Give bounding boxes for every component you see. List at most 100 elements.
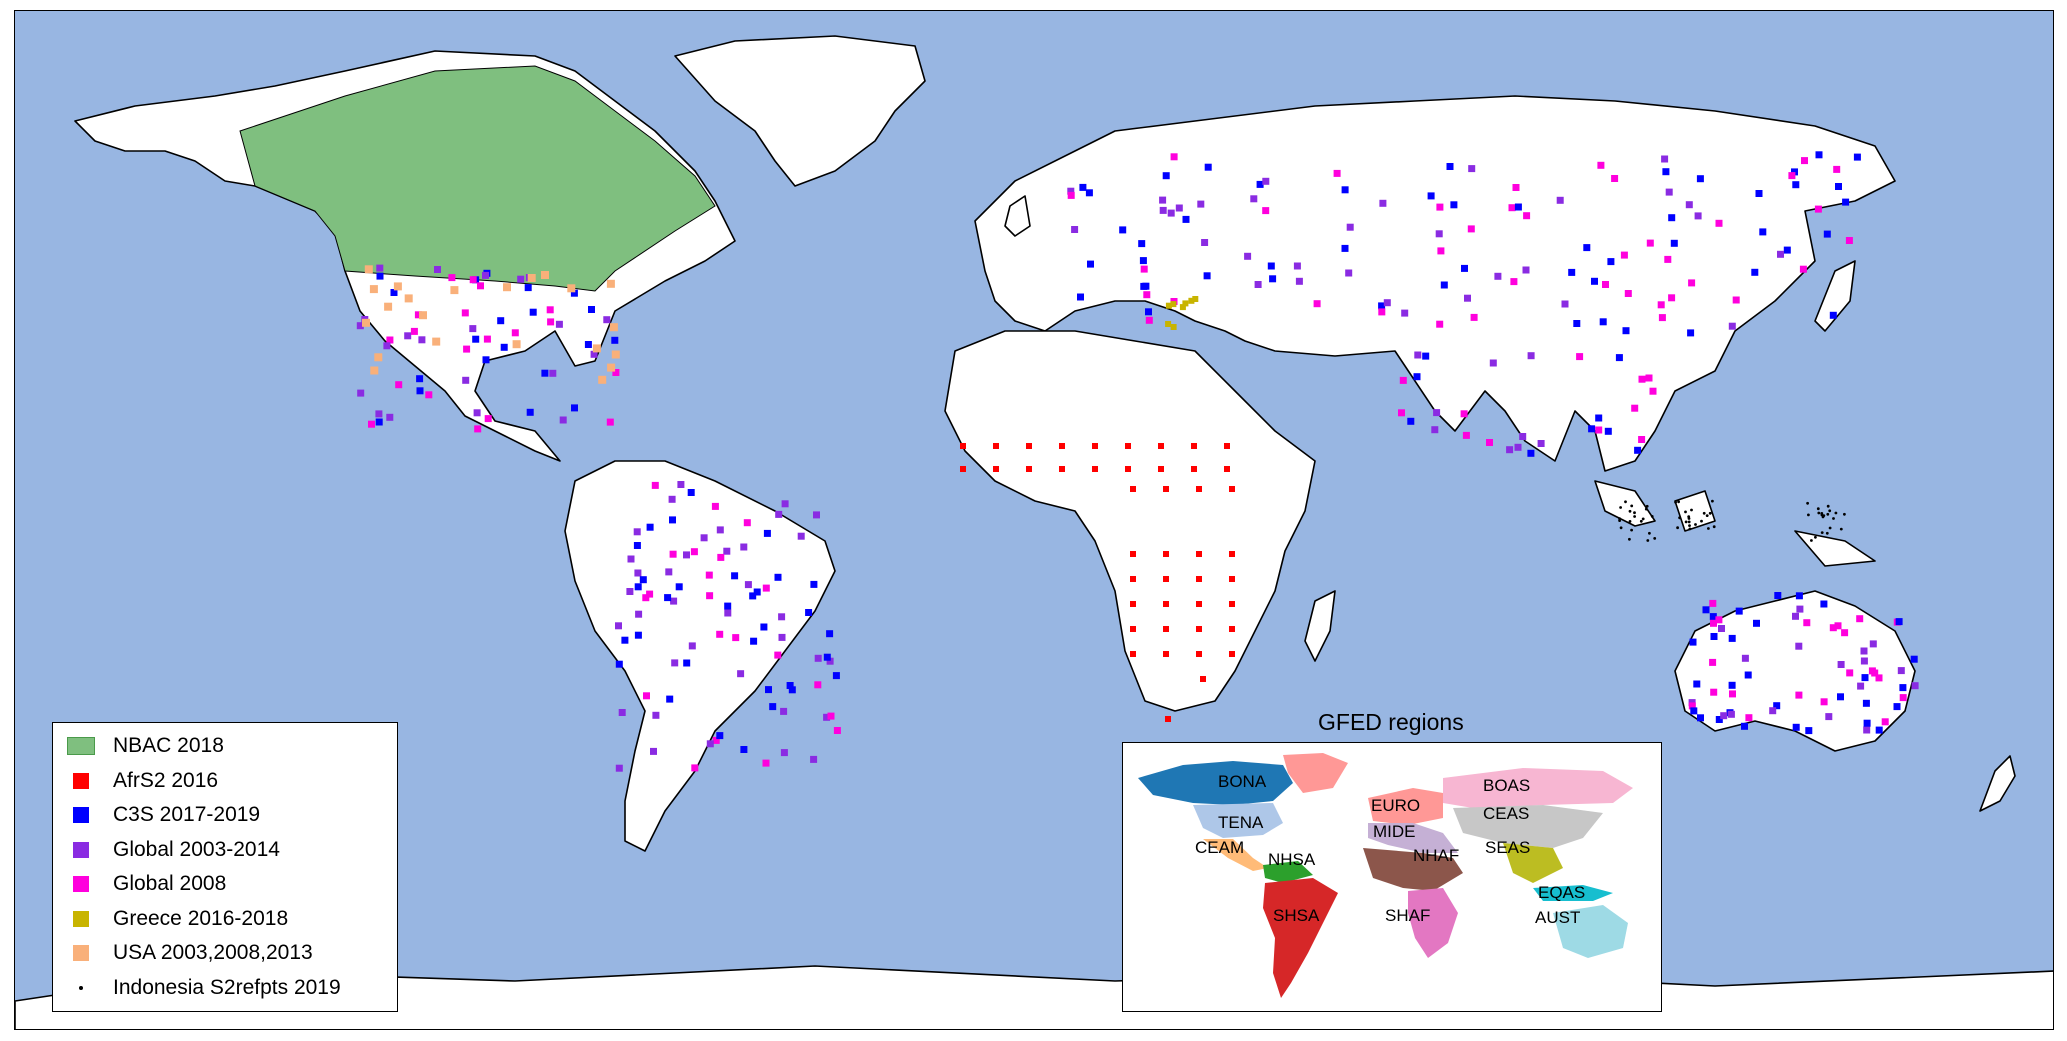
reference-point — [1197, 200, 1205, 208]
afrs2-point — [1196, 651, 1202, 657]
reference-point — [1341, 186, 1349, 194]
reference-point — [664, 594, 672, 602]
reference-point — [1508, 204, 1516, 212]
afrs2-point — [1229, 626, 1235, 632]
reference-point — [1715, 616, 1723, 624]
reference-point — [473, 409, 481, 417]
reference-point — [1519, 433, 1527, 440]
region-tena — [1193, 803, 1283, 838]
reference-point — [1422, 352, 1430, 360]
afrs2-point — [1163, 486, 1169, 492]
reference-point — [570, 289, 578, 297]
reference-point — [1602, 281, 1609, 288]
reference-point — [778, 613, 786, 621]
reference-point — [386, 413, 394, 421]
reference-point — [1467, 225, 1475, 233]
reference-point — [1688, 702, 1696, 710]
region-mide — [1368, 823, 1458, 853]
reference-point — [1595, 414, 1603, 422]
reference-point — [1604, 427, 1612, 435]
reference-point — [1728, 322, 1736, 330]
reference-point — [823, 653, 831, 661]
reference-point — [547, 318, 555, 326]
reference-point — [618, 709, 626, 716]
reference-point — [1665, 188, 1673, 196]
reference-point — [1709, 613, 1717, 621]
reference-point — [517, 275, 525, 283]
reference-point — [1893, 703, 1901, 711]
reference-point — [814, 654, 822, 662]
reference-point — [1378, 302, 1386, 310]
greece-point — [1192, 296, 1199, 302]
reference-point — [612, 369, 620, 376]
reference-point — [749, 592, 757, 600]
reference-point — [810, 580, 818, 588]
reference-point — [1815, 151, 1823, 159]
reference-point — [1728, 681, 1736, 689]
reference-point — [723, 547, 731, 555]
reference-point — [797, 532, 805, 540]
reference-point — [1561, 300, 1569, 308]
reference-point — [666, 695, 674, 703]
reference-point — [765, 686, 772, 694]
afrs2-point — [1191, 443, 1197, 449]
afrs2-point — [993, 443, 999, 449]
reference-point — [1489, 359, 1497, 367]
afrs2-point — [1196, 486, 1202, 492]
usa-point — [609, 323, 618, 332]
reference-point — [414, 311, 422, 319]
reference-point — [1693, 680, 1701, 688]
reference-point — [1833, 165, 1841, 173]
reference-point — [1512, 184, 1520, 191]
reference-point — [1087, 260, 1094, 268]
indonesia — [1594, 480, 1876, 567]
legend-label: Global 2008 — [113, 872, 227, 896]
label-eqas: EQAS — [1538, 883, 1585, 902]
reference-point — [1857, 682, 1865, 690]
indonesia-point — [1694, 523, 1697, 526]
region-shsa — [1263, 878, 1338, 998]
reference-point — [1067, 187, 1075, 195]
reference-point — [1709, 658, 1717, 666]
afrs2-point — [1196, 576, 1202, 582]
indonesia-point — [1630, 528, 1633, 532]
greece-point — [1170, 324, 1177, 330]
afrs2-point — [1229, 601, 1235, 607]
region-ceas — [1453, 805, 1603, 848]
reference-point — [634, 631, 642, 639]
usa-point — [393, 282, 402, 291]
reference-point — [1829, 311, 1837, 319]
reference-point — [1860, 657, 1868, 665]
usa-point — [374, 353, 383, 362]
reference-point — [1182, 215, 1190, 223]
reference-point — [590, 350, 598, 358]
reference-point — [1777, 250, 1784, 258]
reference-point — [1791, 168, 1798, 176]
indonesia-point — [1687, 520, 1691, 524]
reference-point — [615, 764, 623, 772]
region-eqas — [1533, 885, 1613, 901]
usa-point — [364, 265, 373, 274]
legend-item-global-2003-2014: Global 2003-2014 — [67, 833, 397, 868]
indonesia-point — [1650, 515, 1654, 518]
reference-point — [1732, 296, 1740, 304]
reference-point — [750, 637, 758, 645]
reference-point — [1783, 246, 1791, 254]
usa-point — [541, 271, 549, 279]
indonesia-point — [1807, 513, 1810, 517]
reference-point — [1414, 351, 1422, 359]
afrs2-point — [1092, 443, 1098, 449]
reference-point — [1139, 257, 1147, 265]
reference-point — [1588, 425, 1596, 433]
indonesia-point — [1688, 524, 1691, 527]
reference-point — [1446, 163, 1454, 170]
reference-point — [1250, 195, 1258, 203]
reference-point — [1313, 300, 1321, 308]
indonesia-point — [1814, 535, 1817, 539]
reference-point — [1436, 203, 1444, 211]
reference-point — [762, 759, 770, 767]
label-bona: BONA — [1218, 772, 1267, 791]
indonesia-point — [1677, 500, 1680, 504]
indonesia-point — [1820, 512, 1824, 515]
reference-point — [1862, 699, 1870, 707]
